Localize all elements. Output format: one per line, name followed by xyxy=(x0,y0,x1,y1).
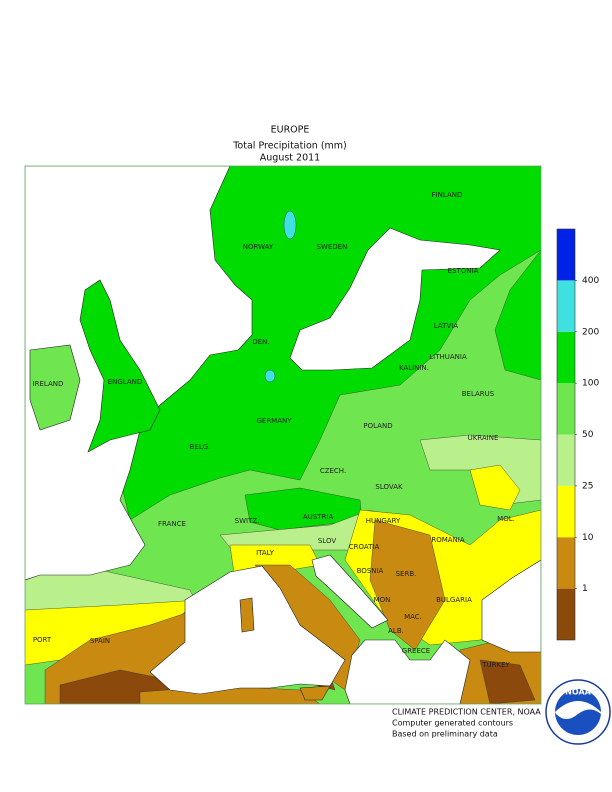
label: ENGLAND xyxy=(108,378,143,386)
label: PORT xyxy=(33,636,52,644)
zone-east xyxy=(494,249,541,381)
zone-under-1-turkey xyxy=(479,659,536,704)
label: GREECE xyxy=(402,647,430,655)
label: DEN. xyxy=(252,338,269,346)
legend-tick-label: 50 xyxy=(582,430,594,440)
legend-segment xyxy=(557,280,575,332)
label: MON xyxy=(374,596,391,604)
logo-bird xyxy=(555,701,601,719)
legend-tick-label: 1 xyxy=(582,584,588,594)
baltic xyxy=(289,227,501,371)
label: ROMANIA xyxy=(431,536,465,544)
title-region: EUROPE xyxy=(271,125,310,136)
footer-line: Based on preliminary data xyxy=(392,730,498,739)
label: ITALY xyxy=(256,549,275,557)
label: CROATIA xyxy=(349,543,380,551)
label: SLOVAK xyxy=(375,483,403,491)
legend-segment xyxy=(557,331,575,384)
label: AUSTRIA xyxy=(303,513,334,521)
adriatic xyxy=(311,554,389,629)
label: BELG. xyxy=(190,443,211,451)
label: FRANCE xyxy=(158,520,186,528)
legend-segment xyxy=(557,229,575,281)
label: UKRAINE xyxy=(468,434,499,442)
map-frame xyxy=(24,165,542,705)
legend-tick-label: 200 xyxy=(582,327,599,337)
ireland xyxy=(29,344,81,431)
map xyxy=(25,166,541,704)
sicily xyxy=(299,685,331,701)
title-variable: Total Precipitation (mm) xyxy=(232,141,347,152)
black-sea xyxy=(481,559,541,653)
label: BOSNIA xyxy=(357,567,384,575)
legend-segment xyxy=(557,485,575,538)
sardinia xyxy=(239,597,255,633)
label: BELARUS xyxy=(462,390,495,398)
legend-tick-label: 25 xyxy=(582,481,593,491)
label: KALININ. xyxy=(399,364,429,372)
label: SWITZ. xyxy=(235,517,260,525)
title-period: August 2011 xyxy=(260,153,320,164)
label: FINLAND xyxy=(432,191,463,199)
zone-10-25-ukraine xyxy=(469,464,521,511)
heavy-rain-denmark xyxy=(264,369,276,383)
label: SERB. xyxy=(396,570,417,578)
label: BULGARIA xyxy=(436,596,472,604)
label: MAC. xyxy=(404,613,422,621)
label: POLAND xyxy=(363,422,392,430)
label: SPAIN xyxy=(90,637,110,645)
label: SWEDEN xyxy=(317,243,348,251)
heavy-rain-norway xyxy=(283,210,297,240)
label: LATVIA xyxy=(434,322,458,330)
label: SLOV xyxy=(318,537,336,545)
legend-tick-label: 400 xyxy=(582,276,599,286)
legend-segment xyxy=(557,434,575,486)
logo-text: NOAA xyxy=(565,688,591,697)
britain xyxy=(79,279,161,453)
label: TURKEY xyxy=(481,661,510,669)
label: NORWAY xyxy=(243,243,274,251)
country-labels: NORWAY SWEDEN FINLAND ESTONIA LATVIA LIT… xyxy=(33,191,515,669)
noaa-logo: NOAA xyxy=(545,679,611,745)
color-legend: 1 10 25 50 100 200 400 xyxy=(556,228,599,641)
zone-1-10-balkans xyxy=(369,519,446,651)
label: ESTONIA xyxy=(448,267,479,275)
label: MOL. xyxy=(497,515,515,523)
legend-segment xyxy=(557,383,575,435)
legend-segment xyxy=(557,537,575,589)
label: IRELAND xyxy=(33,380,64,388)
footer-line: Computer generated contours xyxy=(392,719,513,728)
label: GERMANY xyxy=(256,417,292,425)
label: CZECH. xyxy=(320,467,346,475)
legend-tick-label: 10 xyxy=(582,533,594,543)
legend-segment xyxy=(557,588,575,640)
footer-line: CLIMATE PREDICTION CENTER, NOAA xyxy=(392,708,541,717)
label: HUNGARY xyxy=(366,517,401,525)
label: ALB. xyxy=(388,627,404,635)
legend-tick-label: 100 xyxy=(582,379,599,389)
ionian xyxy=(344,639,471,704)
label: LITHUANIA xyxy=(429,353,467,361)
